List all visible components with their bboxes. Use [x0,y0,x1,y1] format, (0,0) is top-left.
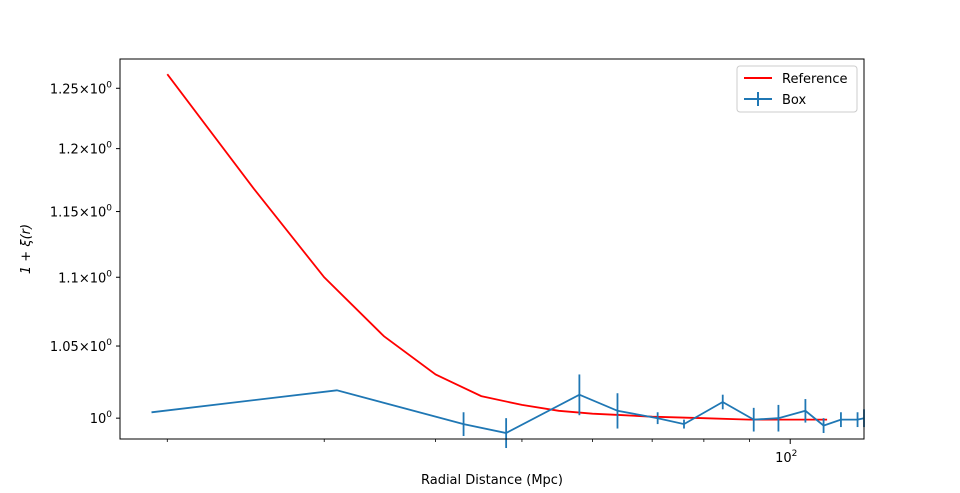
y-tick-label: 1.25×100 [50,80,112,97]
series-reference-line [166,73,828,421]
y-tick-label: 100 [90,410,113,427]
legend-box-label: Box [782,93,806,108]
y-tick-label: 1.2×100 [58,141,112,158]
y-axis-label: 1 + ξ(r) [19,224,34,274]
axes-frame [119,58,865,440]
y-tick-label: 1.15×100 [50,204,112,221]
y-tick-label: 1.1×100 [58,269,112,286]
x-tick-label: 102 [775,449,797,466]
legend: Reference Box [736,65,858,113]
y-tick-label: 1.05×100 [50,338,112,355]
plot-area [151,73,865,449]
x-axis-label: Radial Distance (Mpc) [421,473,563,488]
series-box-line [151,389,865,434]
legend-reference-label: Reference [782,72,847,87]
ticks: 100 1.05×100 1.1×100 1.15×100 1.2×100 1.25×10… [50,80,797,466]
